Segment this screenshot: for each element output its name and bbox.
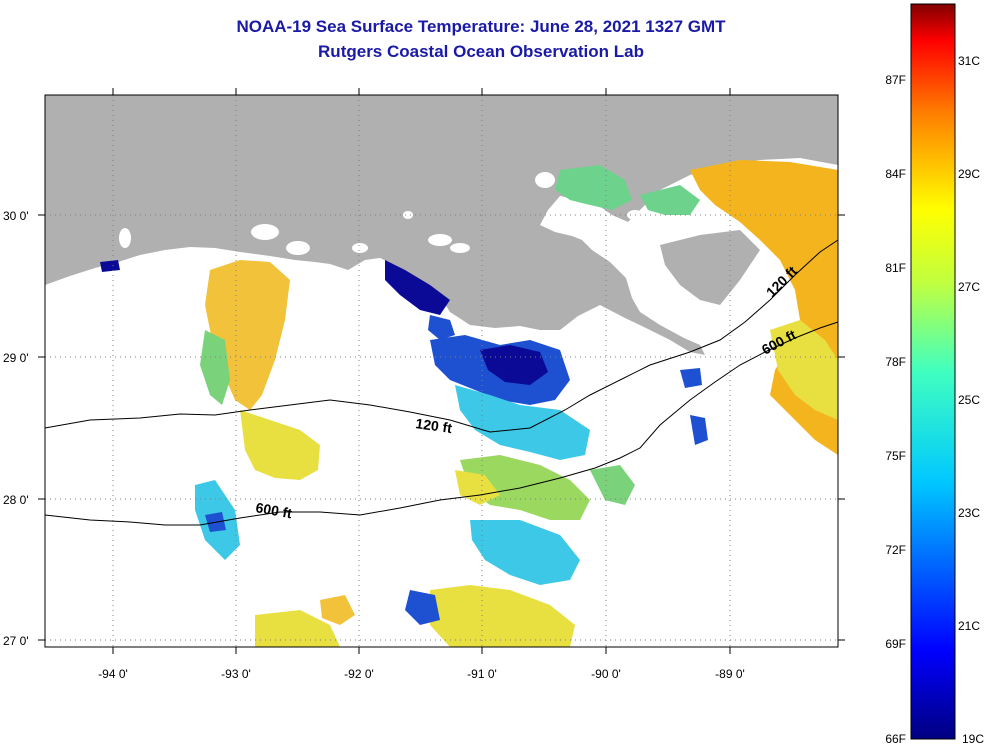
- scale-f-84: 84F: [885, 167, 906, 181]
- graticule: [45, 95, 838, 647]
- scale-c-23: 23C: [958, 506, 980, 520]
- scale-c-29: 29C: [958, 167, 980, 181]
- lake: [119, 228, 131, 248]
- sst-blue-east-small-2: [680, 368, 702, 388]
- scale-f-66: 66F: [885, 732, 906, 746]
- lake: [403, 211, 413, 219]
- sst-data-layer: [45, 95, 838, 647]
- scale-f-87: 87F: [885, 73, 906, 87]
- map-frame: [44, 94, 839, 648]
- sst-cyan-plume: [455, 385, 590, 460]
- lon-label-90: -90 0': [591, 667, 621, 681]
- sst-cyan-south: [470, 520, 580, 585]
- lat-label-30: 30 0': [3, 209, 29, 223]
- sst-yellow-patch: [240, 410, 320, 480]
- scale-f-69: 69F: [885, 637, 906, 651]
- sst-green-south-east: [590, 465, 635, 505]
- lon-label-92: -92 0': [344, 667, 374, 681]
- color-scale-bar: [910, 3, 956, 740]
- sst-blue-south: [405, 590, 440, 625]
- sst-green-central: [460, 455, 590, 520]
- lake: [352, 243, 368, 253]
- axis-ticks: [38, 88, 845, 654]
- scale-c-31: 31C: [958, 54, 980, 68]
- lake: [450, 243, 470, 253]
- contour-600ft: [44, 321, 839, 526]
- lake: [251, 224, 279, 240]
- sst-yellow-sw: [255, 610, 340, 647]
- lon-label-94: -94 0': [98, 667, 128, 681]
- scale-f-81: 81F: [885, 261, 906, 275]
- lake: [535, 172, 555, 188]
- scale-c-25: 25C: [958, 393, 980, 407]
- sst-yellow-east: [770, 320, 838, 420]
- map-subtitle: Rutgers Coastal Ocean Observation Lab: [318, 42, 644, 61]
- lake: [286, 241, 310, 255]
- sst-green-patch: [200, 330, 230, 405]
- scale-f-78: 78F: [885, 355, 906, 369]
- sst-blue-coastal: [428, 315, 455, 340]
- land-mass: [45, 95, 838, 355]
- sst-navy-plume: [480, 345, 548, 385]
- scale-c-27: 27C: [958, 280, 980, 294]
- scale-c-21: 21C: [958, 619, 980, 633]
- sst-warm-sw: [320, 595, 355, 625]
- lat-label-28: 28 0': [3, 493, 29, 507]
- sst-green-east: [555, 165, 632, 210]
- scale-f-75: 75F: [885, 449, 906, 463]
- lat-label-29: 29 0': [3, 351, 29, 365]
- map-title: NOAA-19 Sea Surface Temperature: June 28…: [236, 17, 726, 36]
- lon-label-91: -91 0': [467, 667, 497, 681]
- lake: [428, 234, 452, 246]
- scale-f-72: 72F: [885, 543, 906, 557]
- sst-navy-coast-west: [100, 260, 120, 272]
- lon-label-89: -89 0': [715, 667, 745, 681]
- lat-label-27: 27 0': [3, 634, 29, 648]
- contour-label-120ft: 120 ft: [415, 415, 454, 436]
- contour-label-600ft: 600 ft: [254, 499, 293, 521]
- lon-label-93: -93 0': [221, 667, 251, 681]
- contour-120ft: [44, 239, 839, 433]
- sst-yellow-south: [430, 585, 575, 647]
- scale-c-19: 19C: [962, 732, 984, 746]
- sst-navy-coastal: [385, 260, 450, 315]
- sst-blue-east-small: [690, 415, 708, 445]
- land-spit: [660, 230, 760, 305]
- sst-green-east-2: [640, 185, 700, 215]
